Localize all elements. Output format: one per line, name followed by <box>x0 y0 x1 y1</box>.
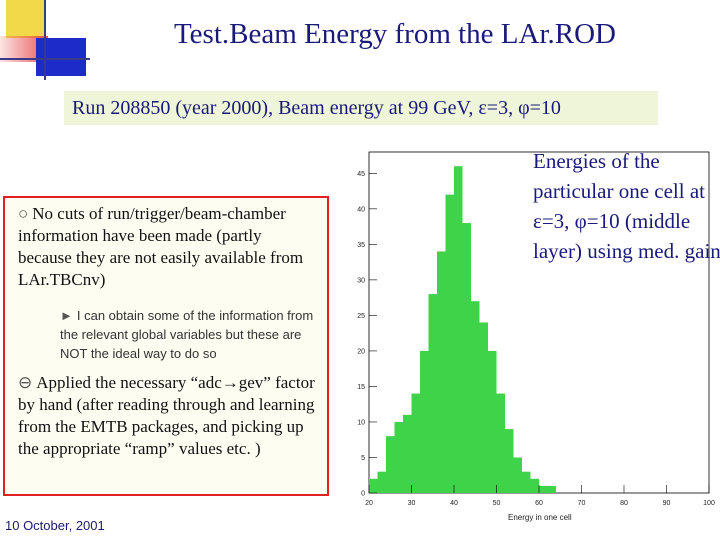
y-tick-label: 40 <box>357 206 365 213</box>
bullet-text: No cuts of run/trigger/beam-chamber info… <box>18 204 304 289</box>
histogram-bar <box>539 485 548 493</box>
decor-vertical-line <box>44 0 46 80</box>
histogram-bar <box>505 429 514 493</box>
histogram-description: Energies of the particular one cell at ε… <box>533 149 720 263</box>
y-axis-ticks: 0 5 10 15 20 25 30 35 40 45 <box>357 171 377 498</box>
y-tick-label: 45 <box>357 171 365 178</box>
histogram-bar <box>513 457 522 493</box>
x-tick-label: 30 <box>408 500 416 507</box>
y-tick-label: 5 <box>361 455 365 462</box>
y-tick-label: 30 <box>357 277 365 284</box>
y-tick-label: 15 <box>357 384 365 391</box>
circle-bullet-icon: ○ <box>18 204 29 223</box>
histogram-bar <box>369 478 378 493</box>
struck-circle-bullet-icon: ⊖ <box>18 373 33 392</box>
energy-histogram: 0 5 10 15 20 25 30 35 40 45 20 30 40 50 60 70 80 90 100 E… <box>357 151 715 522</box>
histogram-bar <box>471 301 480 493</box>
bullet-text-part1: Applied the necessary “adc <box>36 373 222 392</box>
histogram-bar <box>445 194 454 493</box>
arrow-bullet-icon: ► <box>60 308 73 323</box>
bullet-no-cuts: ○ No cuts of run/trigger/beam-chamber inf… <box>18 203 318 291</box>
histogram-bar <box>411 393 420 493</box>
x-tick-label: 70 <box>578 500 586 507</box>
sub-bullet-text: I can obtain some of the information fro… <box>60 308 314 361</box>
x-tick-label: 80 <box>620 500 628 507</box>
x-tick-label: 100 <box>703 500 715 507</box>
decor-yellow-square <box>6 0 46 38</box>
bullet-adc-gev: ⊖ Applied the necessary “adc→gev” factor … <box>18 372 324 460</box>
y-tick-label: 35 <box>357 242 365 249</box>
notes-box <box>3 196 329 496</box>
histogram-bar <box>462 223 471 493</box>
x-tick-label: 90 <box>663 500 671 507</box>
y-tick-label: 25 <box>357 313 365 320</box>
decor-horizontal-line <box>0 58 90 60</box>
histogram-bar <box>530 478 539 493</box>
y-tick-label: 20 <box>357 348 365 355</box>
right-arrow-symbol: → <box>221 373 239 392</box>
histogram-bar <box>420 350 429 493</box>
histogram-bar <box>403 414 412 493</box>
histogram-bars <box>369 166 556 494</box>
histogram-bar <box>496 393 505 493</box>
x-tick-label: 60 <box>535 500 543 507</box>
histogram-bar <box>522 471 531 493</box>
x-axis-ticks: 20 30 40 50 60 70 80 90 100 <box>365 485 715 507</box>
histogram-bar <box>386 436 395 493</box>
run-info-banner: Run 208850 (year 2000), Beam energy at 9… <box>64 91 658 125</box>
histogram-bar <box>394 421 403 493</box>
y-tick-label: 0 <box>361 491 365 498</box>
sub-bullet-global-variables: ► I can obtain some of the information fr… <box>60 306 322 363</box>
histogram-bar <box>454 166 463 494</box>
slide-title: Test.Beam Energy from the LAr.ROD <box>173 18 616 50</box>
footer-date: 10 October, 2001 <box>5 518 105 533</box>
y-tick-label: 10 <box>357 419 365 426</box>
histogram-bar <box>547 485 556 493</box>
x-tick-label: 20 <box>365 500 373 507</box>
x-tick-label: 50 <box>493 500 501 507</box>
x-axis-title: Energy in one cell <box>508 513 572 522</box>
x-tick-label: 40 <box>450 500 458 507</box>
histogram-bar <box>377 471 386 493</box>
histogram-bar <box>428 294 437 493</box>
histogram-bar <box>479 322 488 493</box>
histogram-bar <box>437 251 446 493</box>
histogram-bar <box>488 350 497 493</box>
bullet-text-part2: gev” factor by hand (after reading throu… <box>18 373 315 458</box>
